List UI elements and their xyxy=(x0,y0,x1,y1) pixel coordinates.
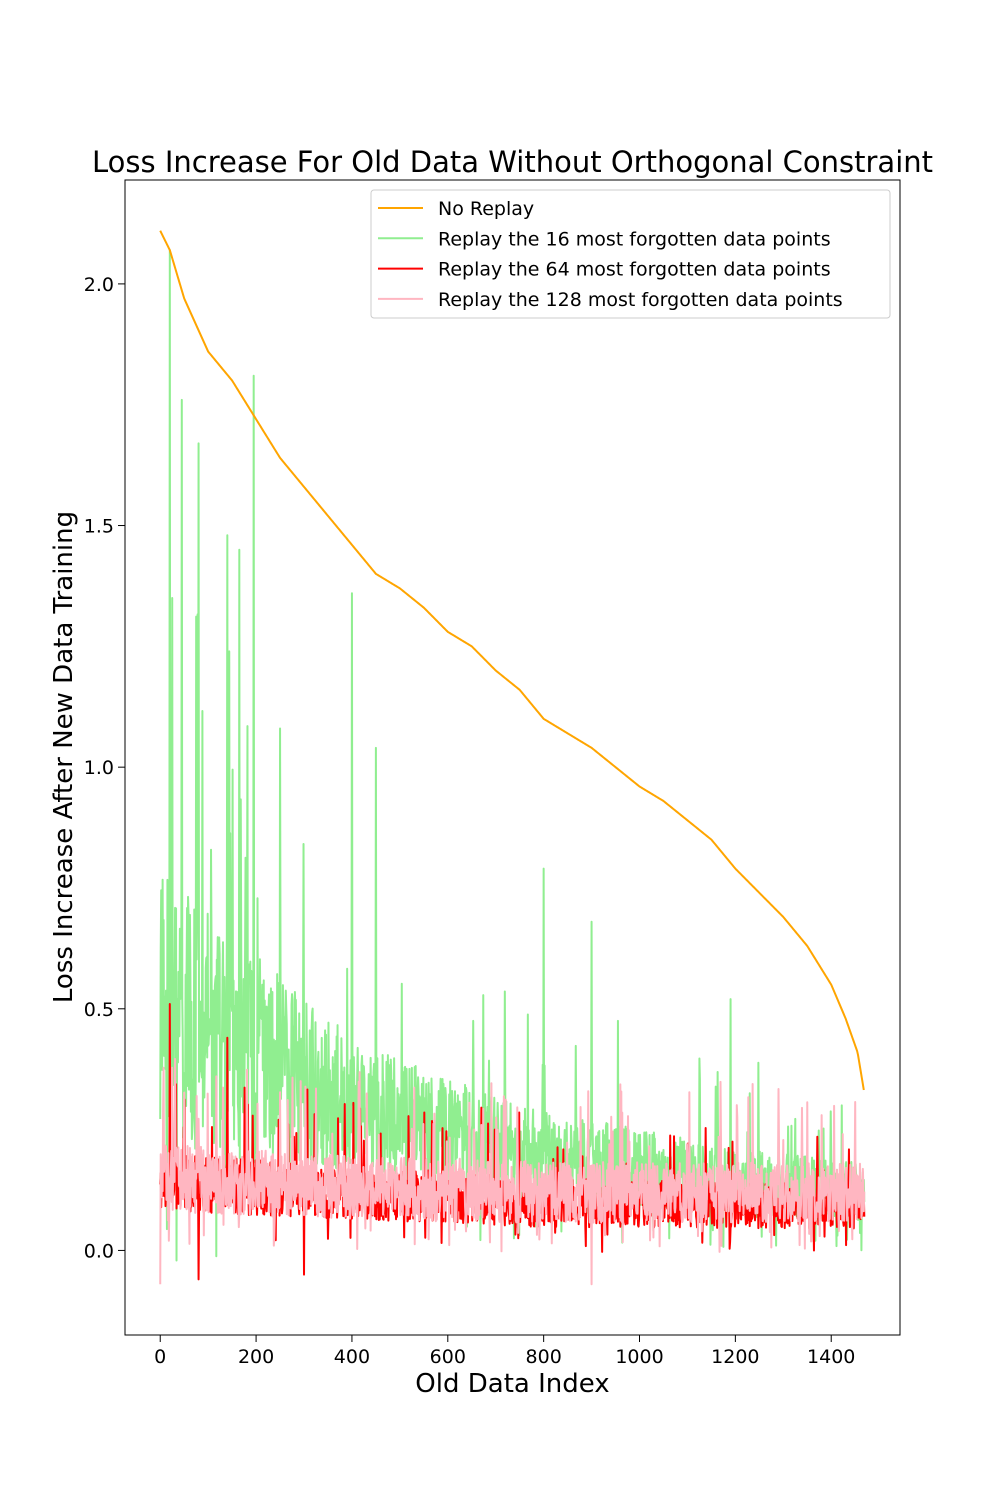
y-tick-label: 0.5 xyxy=(84,999,114,1021)
legend-entry-label: Replay the 128 most forgotten data point… xyxy=(438,289,843,311)
y-tick-label: 2.0 xyxy=(84,274,114,296)
y-axis: 0.0 0.5 1.0 1.5 2.0 xyxy=(84,274,125,1262)
x-axis-label: Old Data Index xyxy=(415,1369,609,1399)
legend: No Replay Replay the 16 most forgotten da… xyxy=(370,189,891,319)
legend-entry-label: No Replay xyxy=(438,198,534,220)
legend-entry-label: Replay the 16 most forgotten data points xyxy=(438,228,831,250)
x-tick-label: 200 xyxy=(238,1346,274,1368)
series-layer xyxy=(159,230,866,1286)
y-tick-label: 1.5 xyxy=(84,516,114,538)
x-tick-label: 0 xyxy=(154,1346,166,1368)
series-line xyxy=(159,1057,866,1286)
x-axis: 0 200 400 600 800 1000 1200 1400 xyxy=(154,1335,855,1368)
plot-frame xyxy=(124,179,901,1336)
x-tick-label: 1400 xyxy=(807,1346,855,1368)
x-tick-label: 800 xyxy=(526,1346,562,1368)
x-tick-label: 600 xyxy=(430,1346,466,1368)
x-tick-label: 1200 xyxy=(711,1346,759,1368)
x-tick-label: 400 xyxy=(334,1346,370,1368)
legend-frame xyxy=(370,189,891,319)
x-tick-label: 1000 xyxy=(615,1346,663,1368)
y-tick-label: 0.0 xyxy=(84,1240,114,1262)
legend-entry-label: Replay the 64 most forgotten data points xyxy=(438,259,831,281)
series-line xyxy=(159,230,865,1091)
y-axis-label: Loss Increase After New Data Training xyxy=(49,511,79,1003)
chart-title: Loss Increase For Old Data Without Ortho… xyxy=(92,145,933,179)
y-tick-label: 1.0 xyxy=(84,757,114,779)
